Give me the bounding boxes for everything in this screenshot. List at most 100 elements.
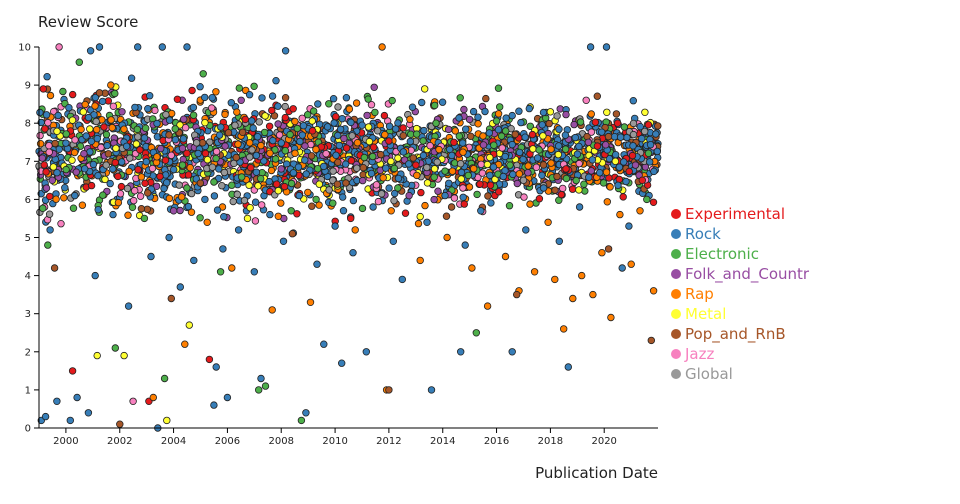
data-point (647, 336, 655, 345)
point (199, 70, 207, 78)
point (299, 121, 308, 130)
point (213, 206, 222, 214)
point (636, 122, 644, 131)
data-point (457, 348, 465, 356)
point (413, 130, 421, 138)
point (196, 179, 205, 187)
point (616, 133, 625, 141)
point (390, 196, 398, 205)
data-point (140, 214, 149, 223)
point (459, 148, 467, 156)
point (101, 175, 109, 184)
data-point (212, 363, 220, 371)
point (124, 211, 132, 219)
point (271, 155, 280, 163)
point (42, 168, 50, 176)
data-point (165, 233, 173, 242)
point (252, 151, 261, 160)
point (603, 108, 611, 116)
point (335, 141, 343, 150)
data-point (288, 229, 297, 238)
point (539, 108, 548, 117)
point (210, 178, 218, 186)
data-point (333, 180, 342, 188)
point (268, 106, 276, 115)
point (194, 149, 202, 158)
point (257, 141, 265, 150)
data-point (120, 351, 128, 360)
point (390, 164, 399, 173)
data-point (250, 268, 258, 276)
point (342, 160, 350, 168)
point (221, 110, 229, 119)
dense-point-cloud (35, 70, 662, 237)
point (238, 128, 247, 136)
point (385, 137, 393, 145)
data-point (461, 241, 469, 249)
point (654, 122, 662, 130)
point (409, 154, 417, 162)
x-tick-label: 2020 (591, 436, 616, 447)
legend-label: Global (685, 365, 733, 383)
point (134, 133, 142, 141)
point (367, 169, 376, 178)
data-point (50, 264, 59, 272)
point (68, 116, 77, 124)
data-points (37, 43, 658, 432)
point (444, 125, 453, 134)
point (345, 105, 354, 113)
point (111, 89, 119, 98)
point (559, 184, 567, 193)
point (587, 110, 595, 118)
point (117, 158, 126, 166)
x-tick-label: 2016 (484, 436, 509, 447)
point (329, 94, 338, 103)
point (347, 156, 356, 165)
data-point (499, 172, 507, 181)
y-tick-label: 0 (25, 424, 31, 435)
data-point (71, 191, 79, 200)
data-point (95, 43, 104, 51)
point (53, 127, 61, 135)
data-point (86, 47, 95, 55)
point (430, 195, 438, 204)
data-point (362, 348, 370, 356)
data-point (100, 123, 108, 131)
point (359, 176, 367, 185)
point (391, 189, 399, 198)
point (133, 125, 141, 134)
point (87, 137, 96, 145)
point (479, 132, 487, 140)
point (77, 125, 85, 134)
point (42, 184, 51, 192)
point (535, 194, 544, 203)
point (245, 153, 254, 161)
point (46, 192, 54, 201)
x-tick-label: 2014 (430, 436, 455, 447)
x-tick-label: 2000 (53, 436, 78, 447)
point (291, 117, 299, 126)
x-tick-label: 2006 (215, 436, 240, 447)
data-point (584, 138, 593, 146)
data-point (160, 374, 169, 383)
point (423, 179, 432, 187)
point (212, 88, 220, 96)
data-point (331, 222, 339, 230)
data-point (221, 142, 229, 150)
point (448, 151, 456, 160)
point (136, 192, 145, 200)
data-point (598, 248, 606, 257)
point (55, 145, 63, 153)
point (237, 173, 246, 181)
point (107, 116, 115, 124)
data-point (313, 260, 321, 268)
point (120, 125, 128, 133)
point (342, 179, 350, 187)
point (612, 150, 620, 159)
data-point (84, 409, 93, 417)
x-tick-label: 2010 (322, 436, 347, 447)
data-point (306, 298, 315, 306)
legend-label: Folk_and_Countr (685, 265, 810, 284)
point (455, 114, 463, 122)
point (399, 148, 408, 156)
